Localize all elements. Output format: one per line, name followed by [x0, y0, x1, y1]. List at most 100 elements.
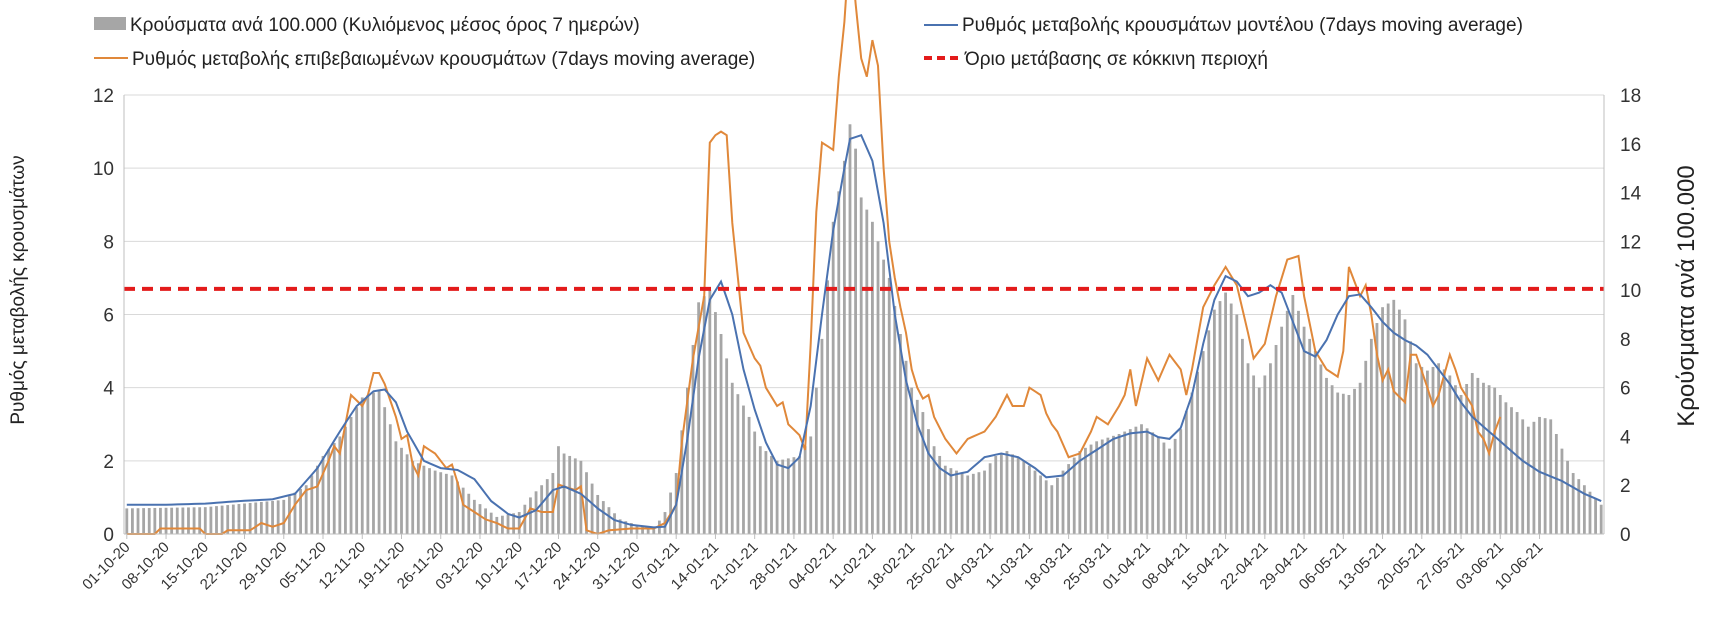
bar	[1560, 448, 1564, 534]
bar	[310, 475, 314, 534]
bar	[971, 473, 975, 534]
bar	[450, 475, 454, 534]
bar	[568, 455, 572, 534]
bar	[646, 527, 650, 534]
bar	[1510, 407, 1513, 534]
y-right-tick-label: 4	[1620, 427, 1631, 448]
bar	[299, 488, 302, 534]
bars-series	[125, 124, 1603, 535]
bar	[1336, 392, 1340, 534]
bar	[865, 209, 869, 534]
bar	[1297, 310, 1300, 534]
bar	[1184, 410, 1188, 534]
bar	[1515, 412, 1519, 534]
bar	[585, 472, 588, 534]
bar	[775, 460, 779, 534]
bar	[1470, 373, 1474, 534]
bar	[187, 507, 190, 534]
bar	[871, 221, 874, 535]
bar	[215, 506, 218, 534]
bar	[719, 334, 723, 534]
bar	[489, 512, 493, 534]
bar	[882, 259, 886, 534]
bar	[837, 191, 841, 534]
bar	[983, 470, 986, 534]
bar	[820, 338, 824, 534]
bar	[848, 124, 852, 535]
bar	[977, 472, 981, 534]
bar	[736, 394, 740, 534]
bar	[573, 458, 577, 534]
x-axis-ticks: 01-10-2008-10-2015-10-2022-10-2029-10-20…	[79, 534, 1546, 593]
bar	[360, 397, 364, 534]
bar	[1196, 371, 1199, 534]
bar	[590, 483, 594, 534]
bar	[1386, 303, 1390, 534]
bar	[596, 494, 600, 534]
bar	[529, 497, 532, 534]
bar	[1106, 437, 1110, 534]
bar	[1089, 444, 1093, 534]
bar	[316, 465, 319, 534]
y-left-tick-label: 8	[103, 232, 114, 253]
bar	[136, 508, 140, 534]
bar	[781, 459, 785, 534]
bar	[915, 399, 919, 534]
bar	[1005, 451, 1009, 534]
legend-threshold-label: Όριο μετάβασης σε κόκκινη περιοχή	[964, 49, 1268, 70]
bar	[1313, 351, 1317, 534]
bar	[803, 446, 807, 534]
bar	[170, 507, 174, 534]
bar	[1381, 307, 1384, 534]
bar	[131, 508, 134, 534]
bar	[786, 458, 790, 534]
bar	[607, 507, 611, 534]
bar	[652, 529, 656, 534]
bar	[243, 503, 246, 534]
bar	[1532, 421, 1536, 534]
bar	[1465, 384, 1469, 534]
bar	[327, 449, 331, 534]
bar	[1145, 428, 1149, 534]
bar	[248, 502, 252, 534]
bar	[1554, 434, 1558, 534]
bar	[1437, 363, 1441, 534]
bar	[1061, 470, 1065, 534]
bar	[798, 455, 801, 534]
bar	[1112, 435, 1115, 534]
bar	[467, 493, 471, 534]
bar	[271, 500, 274, 534]
bar	[1246, 363, 1250, 534]
bar	[691, 344, 695, 534]
bar	[601, 501, 605, 534]
bar	[1140, 424, 1143, 534]
bar	[372, 392, 375, 534]
bar	[1072, 457, 1076, 534]
y-axis-right-title: Κρούσματα ανά 100.000	[1673, 165, 1700, 427]
bar	[1022, 460, 1026, 534]
bar	[1212, 309, 1216, 534]
bar	[742, 405, 745, 534]
bar	[1487, 385, 1491, 534]
bar	[893, 305, 897, 534]
bar	[1218, 301, 1222, 534]
bar	[1241, 338, 1244, 534]
y-right-tick-label: 8	[1620, 330, 1631, 351]
legend-bars-swatch	[94, 17, 126, 30]
y-right-tick-label: 10	[1620, 281, 1641, 302]
bar	[1117, 434, 1121, 534]
bar	[444, 473, 448, 534]
bar	[1285, 310, 1289, 534]
bar	[1044, 480, 1048, 534]
bar	[842, 160, 846, 534]
bar	[456, 481, 459, 534]
bar	[1039, 475, 1042, 534]
bar	[1011, 454, 1014, 534]
bar	[1543, 418, 1547, 534]
bar	[1156, 436, 1160, 534]
bar	[259, 501, 263, 534]
bar	[988, 463, 992, 534]
bar	[1095, 441, 1099, 534]
bar	[1325, 377, 1328, 534]
bar	[1027, 465, 1031, 534]
